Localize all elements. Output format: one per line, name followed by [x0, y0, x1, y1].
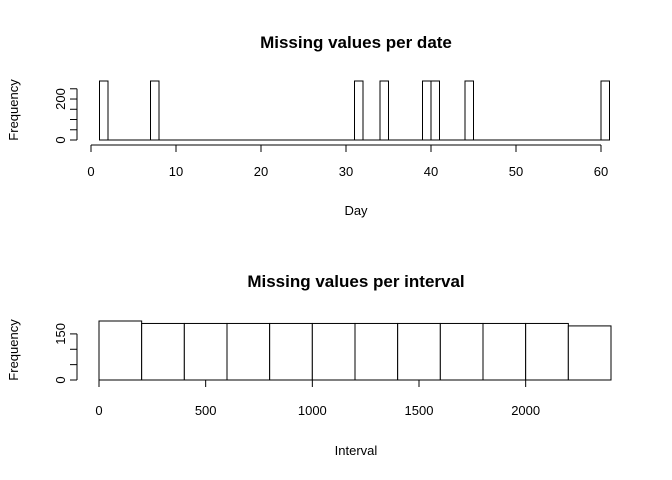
y-tick-label: 0 — [53, 376, 68, 383]
histogram-bar — [354, 80, 364, 141]
x-axis-label: Interval — [335, 443, 378, 458]
x-tick-label: 0 — [87, 164, 94, 179]
panel-missing-per-date: Missing values per date Day Frequency 0 1… — [6, 33, 610, 218]
histogram-bar — [422, 80, 432, 141]
y-axis-label: Frequency — [6, 319, 21, 381]
histogram-bar — [354, 322, 399, 381]
x-tick-label: 50 — [509, 164, 523, 179]
histogram-bar — [98, 320, 143, 381]
histogram-bar — [464, 80, 474, 141]
x-tick-label: 10 — [169, 164, 183, 179]
histogram-bar — [141, 322, 185, 381]
histogram-bar — [600, 80, 610, 141]
x-tick-label: 0 — [95, 403, 102, 418]
histogram-bar — [430, 80, 440, 141]
bars-group — [99, 80, 610, 141]
y-tick-label: 200 — [53, 88, 68, 110]
x-tick-label: 20 — [254, 164, 268, 179]
x-tick-label: 2000 — [511, 403, 540, 418]
x-tick-label: 1500 — [405, 403, 434, 418]
histogram-bar — [482, 322, 527, 381]
x-axis-label: Day — [344, 203, 368, 218]
y-tick-label: 0 — [53, 136, 68, 143]
x-tick-label: 1000 — [298, 403, 327, 418]
y-tick-label: 150 — [53, 323, 68, 345]
axes-group: 0 500 1000 1500 2000 0 150 — [53, 323, 540, 418]
x-tick-label: 40 — [424, 164, 438, 179]
histogram-bar — [99, 80, 109, 141]
axes-group: 0 10 20 30 40 50 60 0 200 — [53, 88, 608, 179]
bars-group — [98, 320, 612, 381]
x-tick-label: 500 — [195, 403, 217, 418]
chart-title: Missing values per interval — [247, 272, 464, 291]
histogram-bar — [525, 322, 569, 381]
histogram-bar — [311, 322, 356, 381]
histogram-bar — [226, 322, 271, 381]
histogram-bar — [183, 322, 228, 381]
panel-missing-per-interval: Missing values per interval Interval Fre… — [6, 272, 612, 458]
histogram-bar — [379, 80, 389, 141]
histogram-bar — [439, 322, 484, 381]
histogram-bar — [397, 322, 441, 381]
histogram-bar — [567, 325, 612, 381]
chart-title: Missing values per date — [260, 33, 452, 52]
x-tick-label: 60 — [594, 164, 608, 179]
x-tick-label: 30 — [339, 164, 353, 179]
y-axis-label: Frequency — [6, 79, 21, 141]
histogram-bar — [269, 322, 313, 381]
histogram-bar — [150, 80, 160, 141]
